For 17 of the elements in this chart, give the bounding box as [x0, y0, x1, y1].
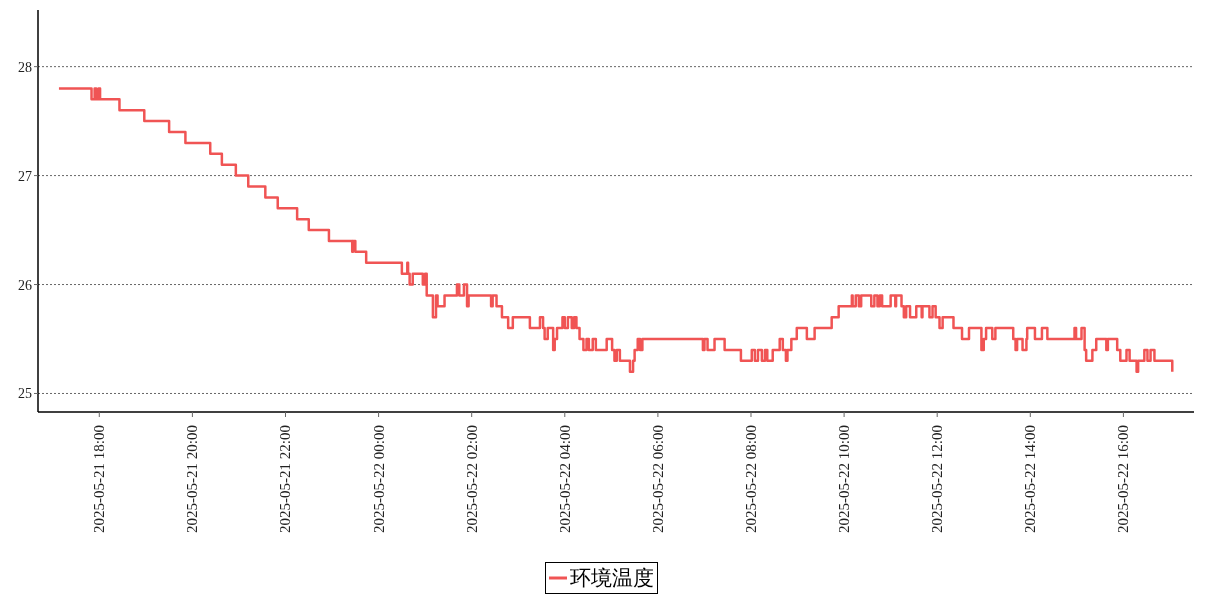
x-tick-label: 2025-05-21 22:00	[277, 425, 294, 533]
x-tick-label: 2025-05-22 14:00	[1022, 425, 1039, 533]
x-tick-label: 2025-05-22 10:00	[836, 425, 853, 533]
y-tick-label: 25	[18, 386, 32, 402]
x-tick-label: 2025-05-22 12:00	[929, 425, 946, 533]
legend-label: 环境温度	[569, 565, 654, 592]
y-tick-label: 28	[18, 59, 32, 75]
x-tick-label: 2025-05-21 18:00	[91, 425, 108, 533]
x-tick-label: 2025-05-22 00:00	[370, 425, 387, 533]
x-tick-label: 2025-05-22 08:00	[743, 425, 759, 533]
x-tick-label: 2025-05-22 16:00	[1115, 425, 1132, 533]
x-tick-label: 2025-05-22 04:00	[556, 425, 573, 533]
x-tick-label: 2025-05-22 02:00	[463, 425, 480, 533]
x-tick-label: 2025-05-21 20:00	[184, 425, 201, 533]
x-tick-label: 2025-05-22 06:00	[649, 425, 666, 533]
y-tick-label: 27	[18, 168, 32, 184]
y-tick-label: 26	[18, 277, 32, 293]
